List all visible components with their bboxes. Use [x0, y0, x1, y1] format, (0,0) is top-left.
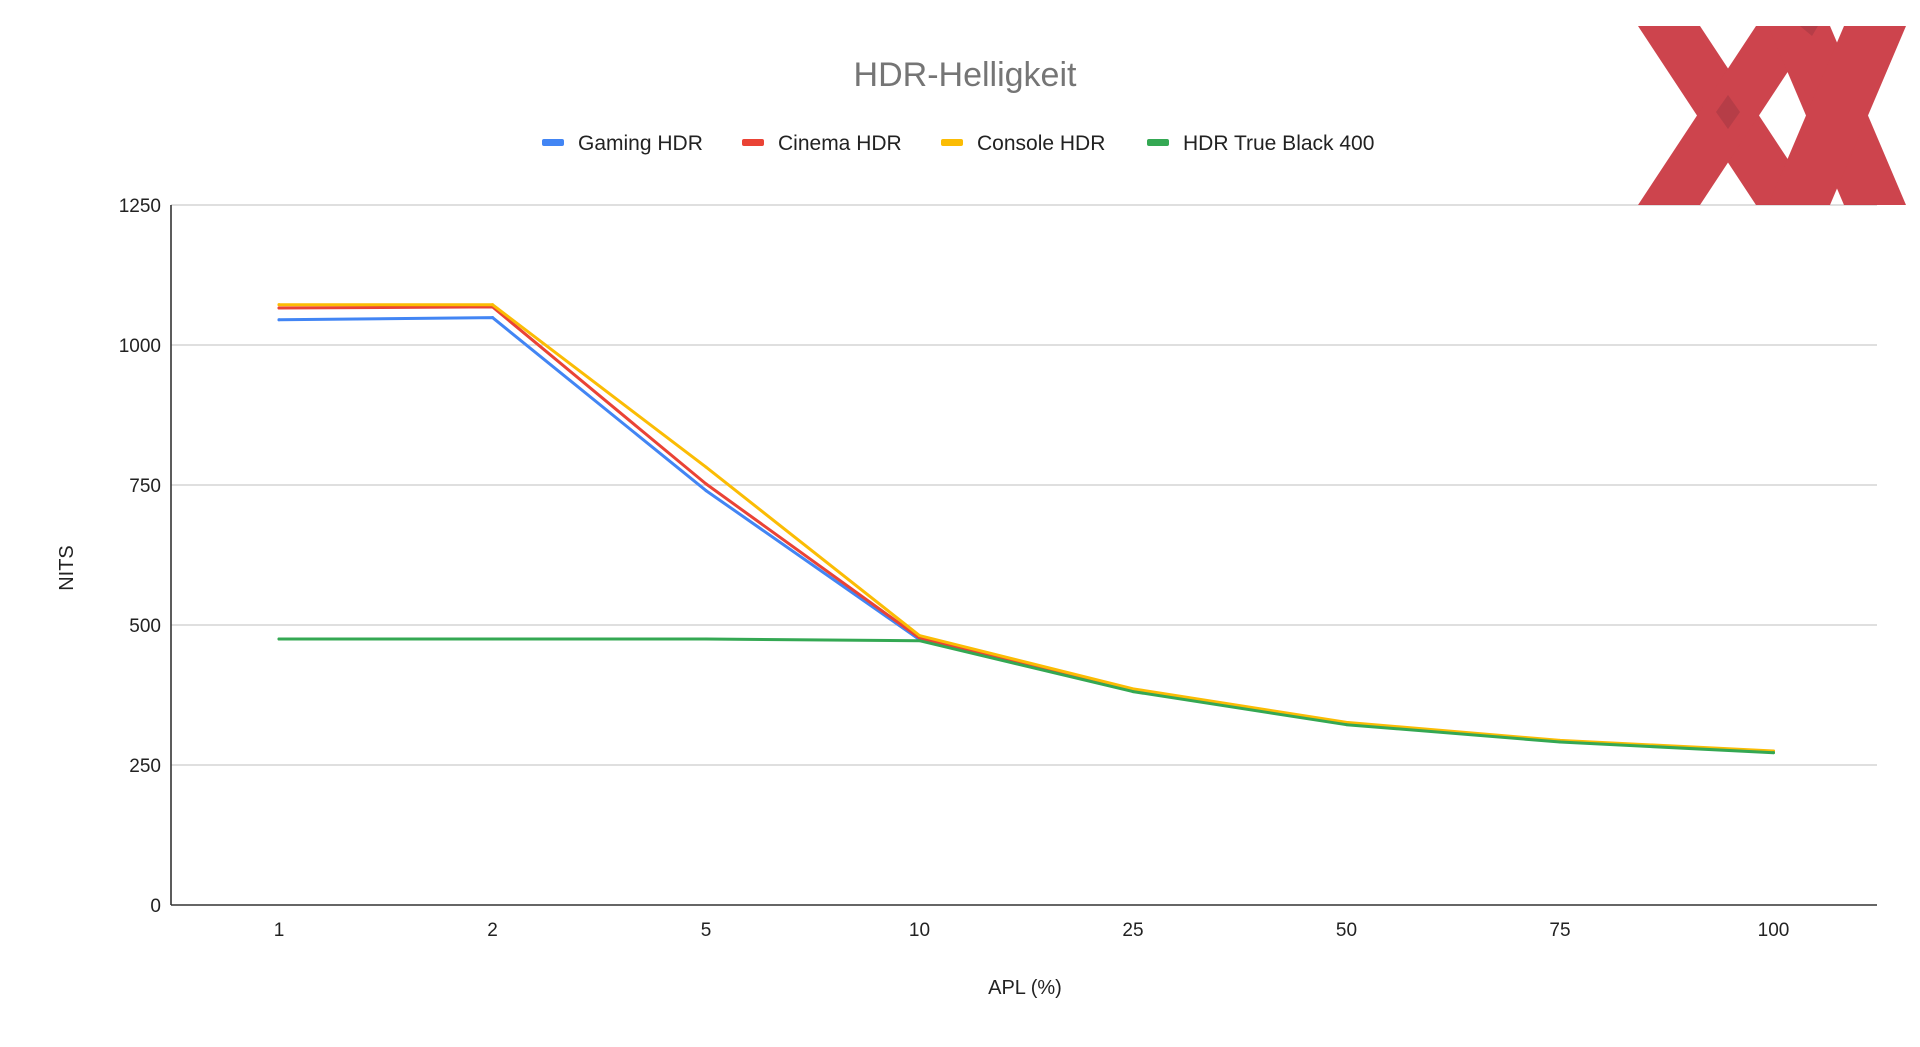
data-point: [491, 316, 494, 320]
data-point: [1772, 751, 1775, 755]
series-line-1: [277, 316, 1775, 754]
legend-label: Gaming HDR: [578, 132, 703, 155]
data-point: [1558, 740, 1562, 744]
x-tick-label: 1: [274, 920, 285, 941]
legend-swatch: [542, 139, 564, 146]
y-tick-label: 1000: [119, 336, 161, 357]
legend-swatch: [941, 139, 963, 146]
y-tick-label: 500: [129, 616, 161, 637]
data-point: [704, 489, 708, 493]
x-tick-label: 5: [701, 920, 712, 941]
data-point: [704, 482, 708, 486]
data-point: [491, 637, 494, 641]
x-tick-label: 10: [909, 920, 930, 941]
series-lines: [277, 303, 1775, 755]
x-tick-label: 2: [487, 920, 498, 941]
data-point: [277, 306, 281, 310]
legend-label: HDR True Black 400: [1183, 132, 1374, 155]
y-tick-label: 750: [129, 476, 161, 497]
data-point: [1131, 690, 1135, 694]
gridlines: [171, 204, 1877, 766]
x-tick-label: 25: [1122, 920, 1143, 941]
data-point: [1131, 687, 1135, 691]
x-axis-label: APL (%): [988, 977, 1062, 999]
y-axis-ticks: 0 250 500 750 1000 1250: [119, 196, 161, 917]
series-line-2: [277, 305, 1775, 754]
y-tick-label: 0: [150, 896, 161, 917]
x-tick-label: 75: [1549, 920, 1570, 941]
y-axis-label: NITS: [56, 545, 78, 591]
data-point: [277, 318, 281, 322]
x-axis-ticks: 1 2 5 10 25 50 75 100: [274, 920, 1790, 941]
data-point: [704, 465, 708, 469]
legend-label: Console HDR: [977, 132, 1105, 155]
x-tick-label: 100: [1758, 920, 1790, 941]
y-tick-label: 250: [129, 756, 161, 777]
legend-swatch: [742, 139, 764, 146]
legend-swatch: [1147, 139, 1169, 146]
xx-logo: [1638, 26, 1906, 205]
data-point: [918, 639, 921, 643]
y-tick-label: 1250: [119, 196, 161, 217]
data-point: [491, 303, 494, 307]
data-point: [277, 637, 281, 641]
legend: Gaming HDR Cinema HDR Console HDR HDR True …: [542, 132, 1374, 155]
legend-label: Cinema HDR: [778, 132, 902, 155]
data-point: [277, 303, 281, 307]
data-point: [918, 634, 921, 638]
data-point: [1345, 723, 1348, 727]
data-point: [704, 637, 708, 641]
series-line-4: [277, 637, 1775, 755]
series-line-3: [277, 303, 1775, 753]
x-tick-label: 50: [1336, 920, 1357, 941]
chart-title: HDR-Helligkeit: [854, 56, 1077, 94]
